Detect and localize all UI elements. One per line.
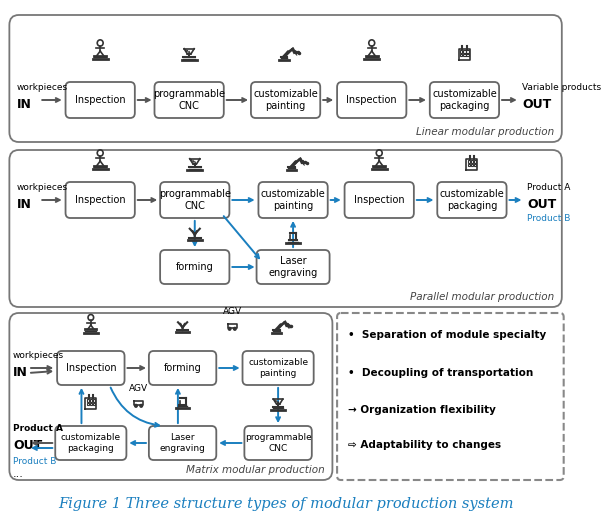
Bar: [474, 164, 476, 166]
Text: workpieces: workpieces: [17, 183, 68, 192]
Text: customizable
packaging: customizable packaging: [440, 189, 504, 211]
FancyBboxPatch shape: [160, 250, 229, 284]
Bar: [87, 402, 89, 405]
Circle shape: [228, 328, 231, 330]
Bar: [467, 164, 470, 166]
Text: programmable
CNC: programmable CNC: [245, 433, 312, 453]
FancyBboxPatch shape: [337, 82, 406, 118]
FancyBboxPatch shape: [149, 426, 217, 460]
FancyBboxPatch shape: [337, 313, 564, 480]
Text: Linear modular production: Linear modular production: [416, 127, 554, 137]
FancyBboxPatch shape: [9, 15, 562, 142]
Text: OUT: OUT: [523, 98, 551, 111]
Text: Inspection: Inspection: [346, 95, 397, 105]
FancyBboxPatch shape: [57, 351, 124, 385]
Bar: [463, 54, 465, 56]
FancyBboxPatch shape: [257, 250, 329, 284]
Text: customizable
packaging: customizable packaging: [432, 89, 497, 111]
Text: Laser
engraving: Laser engraving: [268, 256, 318, 278]
Text: AGV: AGV: [223, 307, 242, 316]
FancyBboxPatch shape: [243, 351, 314, 385]
Circle shape: [234, 328, 236, 330]
FancyBboxPatch shape: [149, 351, 217, 385]
Text: IN: IN: [17, 98, 32, 111]
Bar: [460, 50, 462, 53]
Text: customizable
painting: customizable painting: [248, 358, 308, 378]
Bar: [87, 399, 89, 402]
Text: programmable
CNC: programmable CNC: [159, 189, 231, 211]
Text: customizable
packaging: customizable packaging: [61, 433, 121, 453]
FancyBboxPatch shape: [160, 182, 229, 218]
Text: programmable
CNC: programmable CNC: [153, 89, 225, 111]
Text: Figure 1 Three structure types of modular production system: Figure 1 Three structure types of modula…: [58, 497, 514, 511]
Bar: [93, 402, 95, 405]
FancyBboxPatch shape: [259, 182, 328, 218]
FancyBboxPatch shape: [9, 313, 332, 480]
Bar: [471, 164, 473, 166]
Text: forming: forming: [163, 363, 201, 373]
Text: Product B: Product B: [13, 457, 57, 466]
Text: Matrix modular production: Matrix modular production: [186, 465, 325, 475]
Text: ⇨ Adaptability to changes: ⇨ Adaptability to changes: [348, 440, 501, 450]
FancyBboxPatch shape: [65, 182, 135, 218]
Text: OUT: OUT: [527, 198, 556, 211]
Bar: [93, 399, 95, 402]
Bar: [467, 50, 469, 53]
Bar: [471, 160, 473, 163]
Bar: [463, 50, 465, 53]
Bar: [467, 160, 470, 163]
FancyBboxPatch shape: [437, 182, 506, 218]
Bar: [467, 54, 469, 56]
FancyBboxPatch shape: [345, 182, 414, 218]
Text: customizable
painting: customizable painting: [260, 189, 326, 211]
FancyBboxPatch shape: [154, 82, 224, 118]
Text: IN: IN: [13, 366, 28, 379]
Text: → Organization flexibility: → Organization flexibility: [348, 405, 496, 415]
Text: Inspection: Inspection: [65, 363, 116, 373]
Text: IN: IN: [17, 198, 32, 211]
Circle shape: [135, 405, 137, 407]
Text: workpieces: workpieces: [13, 351, 64, 360]
Text: OUT: OUT: [13, 438, 42, 451]
Text: •  Decoupling of transportation: • Decoupling of transportation: [348, 368, 534, 378]
Text: Inspection: Inspection: [75, 95, 126, 105]
FancyBboxPatch shape: [245, 426, 312, 460]
Text: Parallel modular production: Parallel modular production: [410, 292, 554, 302]
FancyBboxPatch shape: [430, 82, 499, 118]
Bar: [460, 54, 462, 56]
Text: Product A: Product A: [13, 424, 63, 433]
Text: ...: ...: [13, 469, 24, 479]
Bar: [90, 402, 92, 405]
Text: workpieces: workpieces: [17, 83, 68, 92]
FancyBboxPatch shape: [251, 82, 320, 118]
Text: Product B: Product B: [527, 214, 570, 223]
FancyBboxPatch shape: [56, 426, 126, 460]
Bar: [90, 399, 92, 402]
Text: •  Separation of module specialty: • Separation of module specialty: [348, 330, 547, 340]
Text: forming: forming: [176, 262, 213, 272]
FancyBboxPatch shape: [65, 82, 135, 118]
Circle shape: [140, 405, 143, 407]
Text: customizable
painting: customizable painting: [253, 89, 318, 111]
Text: Variable products: Variable products: [523, 83, 601, 92]
Text: Product A: Product A: [527, 183, 570, 192]
Text: Laser
engraving: Laser engraving: [160, 433, 206, 453]
Text: Inspection: Inspection: [75, 195, 126, 205]
Bar: [474, 160, 476, 163]
Text: AGV: AGV: [129, 384, 148, 393]
Text: Inspection: Inspection: [354, 195, 404, 205]
FancyBboxPatch shape: [9, 150, 562, 307]
